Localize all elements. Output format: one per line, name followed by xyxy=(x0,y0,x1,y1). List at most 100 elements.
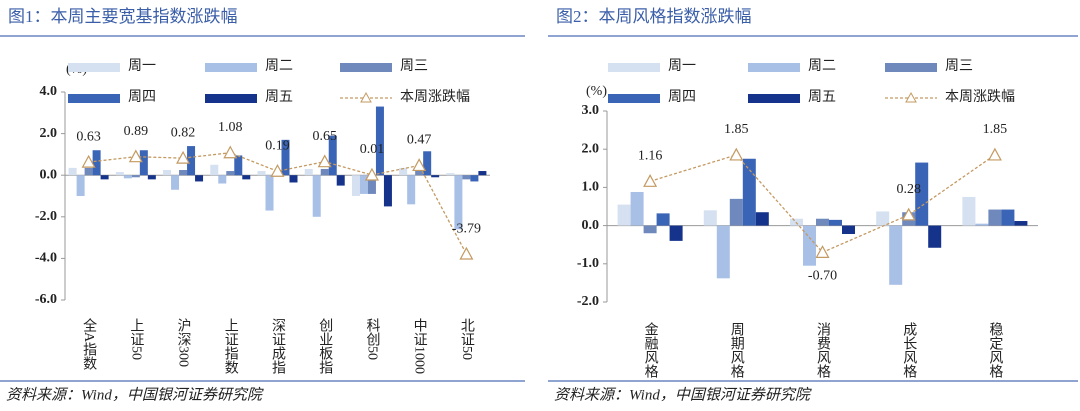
value-label: 1.85 xyxy=(983,122,1008,137)
bar xyxy=(289,175,298,183)
value-label: 1.08 xyxy=(218,120,243,135)
bar xyxy=(617,204,631,226)
value-label: 0.01 xyxy=(360,142,385,157)
bar xyxy=(336,175,345,186)
source: 资料来源：Wind，中国银河证券研究院 xyxy=(554,386,812,403)
bar xyxy=(446,173,455,176)
bar xyxy=(195,175,204,182)
bar xyxy=(351,175,360,196)
legend-label: 周四 xyxy=(668,90,696,105)
bar xyxy=(729,198,743,226)
value-label: 0.65 xyxy=(312,129,337,144)
line-marker xyxy=(128,149,143,163)
bar xyxy=(320,168,329,176)
line-marker xyxy=(729,147,744,161)
chart-title: 图1：本周主要宽基指数涨跌幅 xyxy=(8,7,238,26)
source: 资料来源：Wind，中国银河证券研究院 xyxy=(6,386,264,403)
value-label: 0.47 xyxy=(407,133,432,148)
y-tick-label: 4.0 xyxy=(40,84,58,99)
bar xyxy=(742,158,756,226)
bar xyxy=(84,167,93,176)
x-tick-label: 科创50 xyxy=(364,318,380,360)
bar xyxy=(187,146,196,176)
value-label: -0.70 xyxy=(808,269,837,284)
bar xyxy=(131,175,140,178)
bar xyxy=(407,175,416,205)
bar xyxy=(265,175,274,211)
legend-swatch xyxy=(608,63,660,72)
bar xyxy=(92,150,101,176)
x-tick-label: 北证50 xyxy=(459,318,475,360)
y-tick-label: 0.0 xyxy=(40,167,58,182)
bar xyxy=(383,175,392,207)
bar xyxy=(242,175,251,180)
bar xyxy=(703,210,717,226)
bar xyxy=(210,164,219,176)
x-tick-label: 成长风格 xyxy=(901,322,917,378)
value-label: 0.89 xyxy=(124,124,149,139)
x-tick-label: 沪深300 xyxy=(176,318,192,367)
value-label: 1.16 xyxy=(638,149,663,164)
bar xyxy=(915,162,929,226)
x-tick-label: 上证指数 xyxy=(223,318,239,374)
bar xyxy=(234,155,243,176)
bar xyxy=(147,175,156,180)
y-tick-label: 2.0 xyxy=(582,141,600,156)
bar xyxy=(359,175,368,194)
x-tick-label: 深证成指 xyxy=(270,318,286,374)
line xyxy=(649,154,996,254)
x-tick-label: 中证1000 xyxy=(412,318,428,374)
value-label: 1.85 xyxy=(724,122,749,137)
bar xyxy=(988,209,1002,226)
bar xyxy=(478,171,487,176)
bar xyxy=(281,139,290,176)
bar xyxy=(76,175,85,196)
line-marker xyxy=(987,147,1002,161)
line-marker xyxy=(643,174,658,187)
legend-label: 周二 xyxy=(808,59,836,74)
x-tick-label: 稳定风格 xyxy=(987,322,1003,378)
x-tick-label: 全A指数 xyxy=(81,317,97,370)
bar xyxy=(123,175,132,179)
legend-swatch xyxy=(748,94,800,103)
bar xyxy=(630,191,644,226)
bar xyxy=(375,106,384,176)
x-tick-label: 消费风格 xyxy=(815,322,831,378)
legend-swatch xyxy=(205,94,257,103)
bar xyxy=(656,213,670,226)
bar xyxy=(328,135,337,176)
bar xyxy=(816,218,829,226)
y-tick-label: 0.0 xyxy=(582,218,600,233)
bar xyxy=(100,175,109,180)
bar xyxy=(367,175,376,194)
line-marker xyxy=(459,246,474,260)
bar xyxy=(171,175,180,190)
legend-label: 本周涨跌幅 xyxy=(400,89,470,105)
y-unit: (%) xyxy=(586,84,607,99)
bar xyxy=(1014,221,1028,226)
x-tick-label: 创业板指 xyxy=(317,318,333,374)
legend-marker xyxy=(905,91,917,103)
legend-swatch xyxy=(748,63,800,72)
line-marker xyxy=(176,150,191,164)
legend-swatch xyxy=(68,94,120,103)
bar xyxy=(454,175,463,230)
bar xyxy=(226,171,235,176)
line-marker xyxy=(815,245,830,258)
bar xyxy=(928,225,942,248)
y-tick-label: -1.0 xyxy=(577,256,599,271)
bar xyxy=(139,150,148,176)
chart-title: 图2：本周风格指数涨跌幅 xyxy=(556,7,752,26)
bar xyxy=(163,170,172,176)
bar xyxy=(470,175,479,182)
bar xyxy=(304,168,313,176)
legend-swatch xyxy=(205,63,257,72)
bar xyxy=(803,225,816,266)
legend-label: 周一 xyxy=(668,59,696,74)
value-label: 0.28 xyxy=(896,182,921,197)
bar xyxy=(218,175,227,184)
line-marker xyxy=(317,154,332,168)
legend-swatch xyxy=(68,63,120,72)
value-label: 0.63 xyxy=(76,129,101,144)
line-marker xyxy=(223,145,238,159)
